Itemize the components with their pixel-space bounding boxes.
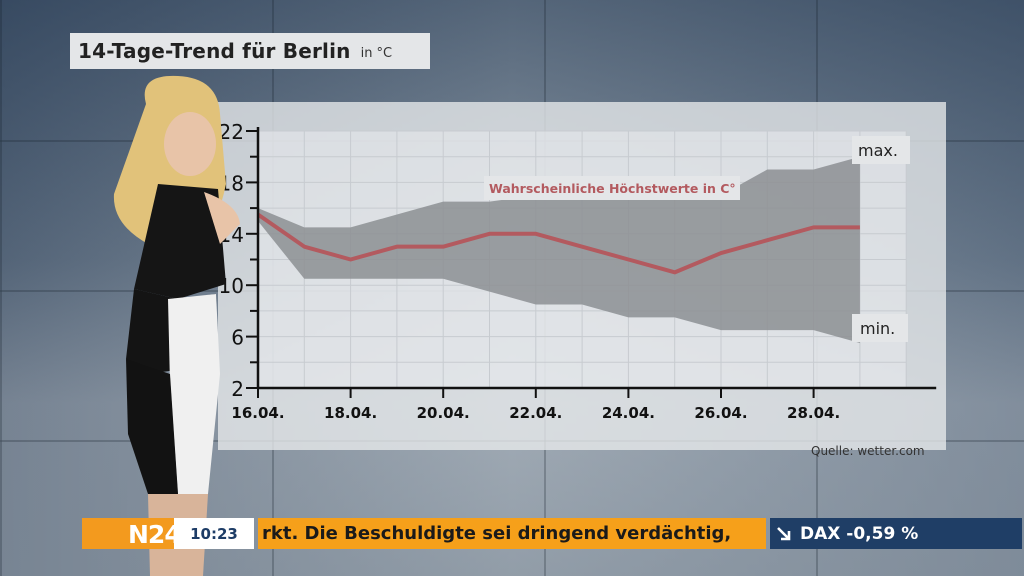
x-tick-label: 24.04. bbox=[602, 404, 655, 422]
x-tick-label: 20.04. bbox=[417, 404, 470, 422]
x-tick-label: 26.04. bbox=[694, 404, 747, 422]
series-label: Wahrscheinliche Höchstwerte in C° bbox=[489, 181, 736, 196]
range-band-area bbox=[258, 156, 860, 344]
x-tick-label: 18.04. bbox=[324, 404, 377, 422]
probable-high-line bbox=[256, 212, 860, 275]
source-credit: Quelle: wetter.com bbox=[811, 444, 925, 458]
x-tick-label: 16.04. bbox=[231, 404, 284, 422]
y-tick-label: 22 bbox=[219, 120, 244, 144]
min-label-box bbox=[852, 314, 908, 342]
chart-unit: in °C bbox=[360, 45, 393, 61]
channel-logo: N24 bbox=[82, 518, 182, 549]
y-tick-label: 2 bbox=[231, 377, 244, 401]
ticker-time: 10:23 bbox=[174, 518, 254, 549]
x-tick-label: 22.04. bbox=[509, 404, 562, 422]
chart-title-box: 14-Tage-Trend für Berlin in °C bbox=[70, 33, 430, 69]
max-label-box bbox=[852, 136, 910, 164]
chart-axes bbox=[246, 127, 937, 398]
y-tick-label: 6 bbox=[231, 326, 244, 350]
arrow-down-icon bbox=[777, 526, 791, 540]
temperature-range-band bbox=[258, 156, 860, 344]
min-label: min. bbox=[860, 319, 895, 338]
x-tick-label: 28.04. bbox=[787, 404, 840, 422]
dax-value: DAX -0,59 % bbox=[800, 523, 919, 544]
chart-title: 14-Tage-Trend für Berlin bbox=[78, 39, 351, 63]
ticker-market: DAX -0,59 % bbox=[770, 518, 1022, 549]
max-label: max. bbox=[858, 141, 898, 160]
series-label-box bbox=[484, 176, 740, 200]
channel-logo-text: N24 bbox=[128, 520, 182, 549]
ticker-headline: rkt. Die Beschuldigte sei dringend verdä… bbox=[258, 518, 766, 549]
presenter-figure bbox=[113, 75, 240, 576]
